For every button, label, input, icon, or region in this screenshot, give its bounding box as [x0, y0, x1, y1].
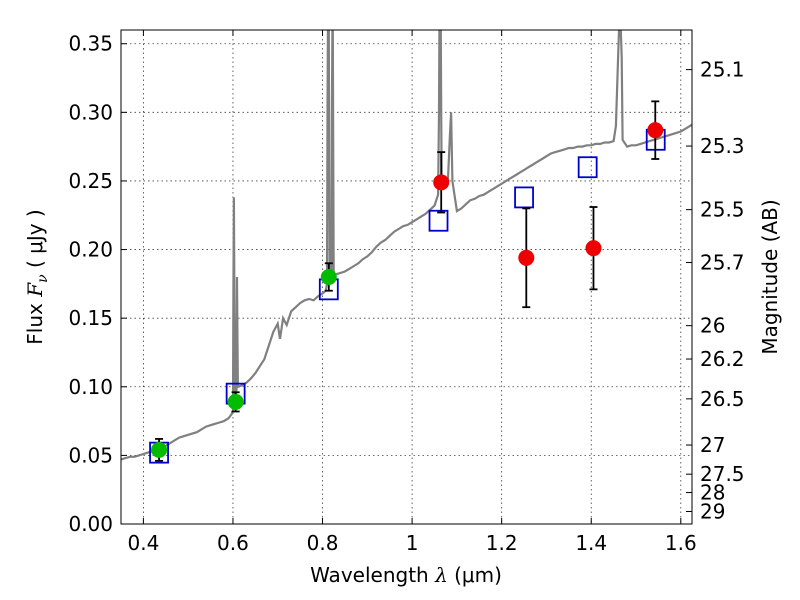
- x-tick-label: 0.8: [307, 531, 339, 555]
- x-tick-label: 0.6: [217, 531, 249, 555]
- x-axis-label: Wavelength λ (μm): [310, 563, 502, 587]
- sed-model-line: [121, 30, 692, 461]
- y2-axis-label: Magnitude (AB): [758, 199, 782, 354]
- x-tick-label: 1.4: [575, 531, 607, 555]
- mag-tick-label: 25.3: [700, 134, 745, 158]
- mag-tick-label: 28: [700, 481, 725, 505]
- x-tick-label: 1.2: [486, 531, 518, 555]
- mag-tick-label: 26: [700, 314, 725, 338]
- y-axis-label: Flux Fν ( μJy ): [23, 209, 51, 344]
- y-tick-label: 0.30: [68, 100, 113, 124]
- y-tick-label: 0.00: [68, 512, 113, 536]
- y-tick-label: 0.20: [68, 238, 113, 262]
- y-tick-label: 0.25: [68, 169, 113, 193]
- x-tick-label: 0.4: [127, 531, 159, 555]
- grid: [121, 30, 692, 525]
- y-tick-label: 0.10: [68, 375, 113, 399]
- observed-optical-point: [320, 269, 337, 285]
- y-tick-label: 0.15: [68, 306, 113, 330]
- observed-optical-point: [227, 393, 244, 410]
- mag-tick-label: 25.5: [700, 198, 745, 222]
- observed-nir-point: [433, 174, 450, 191]
- x-tick-label: 1.6: [665, 531, 697, 555]
- model-photometry-square: [428, 209, 449, 232]
- mag-tick-label: 27.5: [700, 462, 745, 486]
- mag-tick-label: 26.5: [700, 387, 745, 411]
- model-photometry-series: [149, 128, 666, 464]
- mag-tick-label: 26.2: [700, 347, 745, 371]
- observed-optical-point: [151, 441, 168, 458]
- axis-ticks: 0.4 0.6 0.8 1 1.2 1.4 1.6 0.00 0.05 0.10 0.15 0.20 0…: [68, 30, 745, 555]
- mag-tick-label: 25.7: [700, 251, 745, 275]
- observed-nir-point: [647, 122, 664, 139]
- model-photometry-square: [514, 186, 534, 209]
- y-tick-label: 0.35: [68, 32, 113, 56]
- mag-tick-label: 25.1: [700, 58, 745, 82]
- y-tick-label: 0.05: [68, 443, 113, 467]
- model-photometry-square: [577, 156, 598, 179]
- mag-tick-label: 27: [700, 433, 725, 457]
- mag-tick-label: 29: [700, 499, 725, 523]
- plot-frame: [120, 29, 693, 525]
- x-tick-label: 1: [406, 531, 419, 555]
- observed-nir-point: [518, 249, 535, 266]
- observed-photometry-series: [151, 100, 664, 462]
- observed-nir-point: [585, 240, 602, 257]
